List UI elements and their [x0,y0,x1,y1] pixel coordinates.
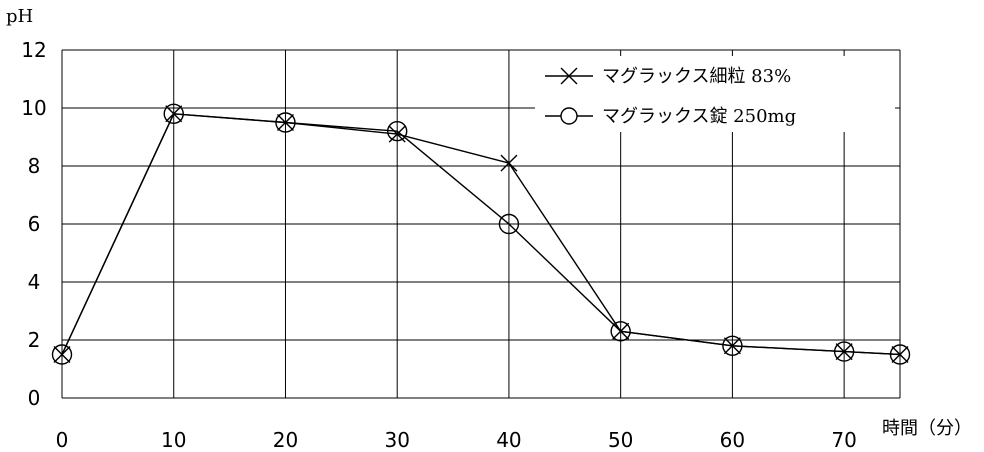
series-1-point-2 [275,112,296,133]
series-group [51,103,911,365]
series-0-point-7 [835,343,853,361]
y-tick-label-4: 8 [28,154,41,178]
x-tick-label-4: 40 [496,428,521,452]
series-0-point-6 [723,337,741,355]
series-1-point-3 [387,120,408,142]
legend-x-marker-icon [560,67,578,85]
series-0-point-2 [276,114,294,131]
legend-circle-marker-icon [560,107,578,125]
grid [61,49,900,399]
series-line-0 [61,113,901,356]
x-tick-label-5: 50 [608,428,633,452]
y-tick-label-5: 10 [21,96,46,120]
tick-labels: 0 2 4 6 8 10 12 0 10 20 30 40 50 60 70 [21,38,857,452]
series-0-point-4 [500,154,518,172]
legend-box [535,56,895,132]
y-tick-label-1: 2 [28,328,41,352]
legend-item-1: マグラックス錠 250mg [545,106,796,127]
y-tick-label-2: 4 [28,270,41,294]
series-1-point-1 [163,103,184,125]
x-tick-label-1: 10 [161,428,186,452]
series-1-point-0 [51,344,73,365]
y-axis-title: pH [6,6,33,27]
legend-label-1: マグラックス錠 250mg [602,106,796,127]
legend: マグラックス細粒 83% マグラックス錠 250mg [535,56,895,132]
series-1-point-8 [889,344,911,365]
series-1-point-4 [498,213,520,235]
x-tick-label-6: 60 [720,428,745,452]
y-tick-label-3: 6 [28,212,41,236]
x-axis-title: 時間（分） [882,418,972,439]
series-0-point-5 [612,322,630,340]
y-tick-label-6: 12 [21,38,46,62]
series-1-point-7 [833,341,855,362]
x-tick-label-7: 70 [831,428,856,452]
x-tick-label-3: 30 [384,428,409,452]
series-line-1 [61,113,901,356]
series-0-point-1 [165,105,183,123]
x-tick-label-0: 0 [56,428,69,452]
series-0-point-8 [891,346,909,363]
y-tick-label-0: 0 [28,386,41,410]
series-1-point-5 [610,321,631,342]
x-tick-label-2: 20 [273,428,298,452]
legend-label-0: マグラックス細粒 83% [602,66,791,87]
series-0-point-0 [53,346,71,363]
series-1-point-6 [722,335,743,356]
legend-item-0: マグラックス細粒 83% [545,66,791,87]
